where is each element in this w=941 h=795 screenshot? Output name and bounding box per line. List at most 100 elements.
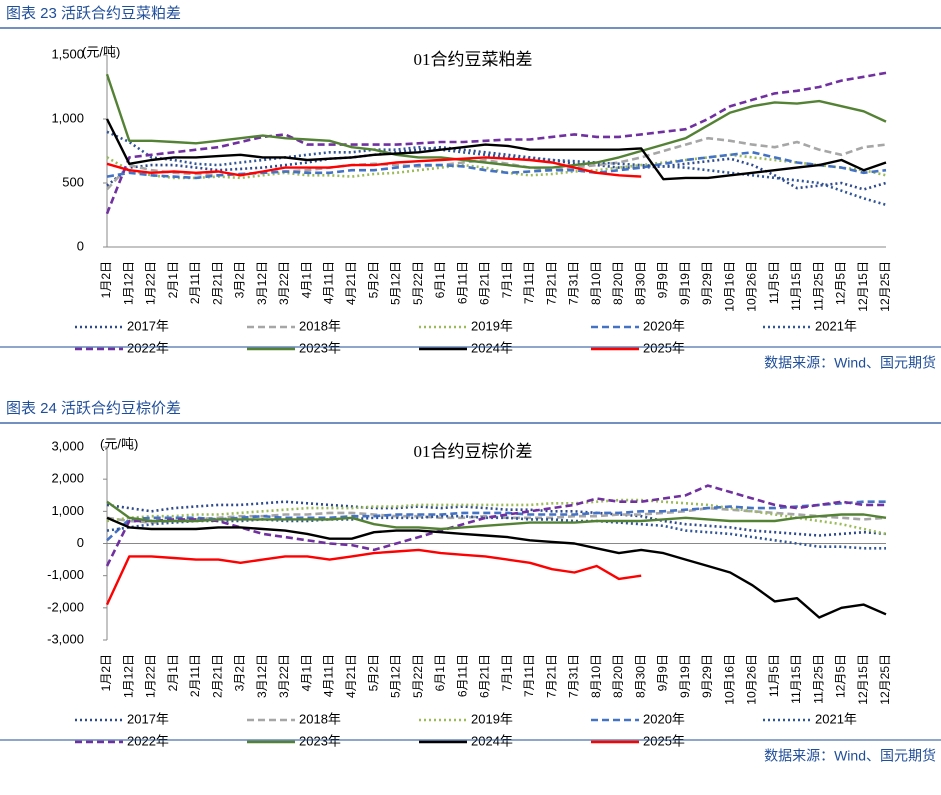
source: 数据来源：Wind、国元期货 [764,748,936,764]
x-tick-label: 1月2日 [99,654,113,691]
x-tick-label: 12月5日 [834,261,848,305]
legend-label: 2017年 [127,318,169,333]
x-tick-label: 3月12日 [255,261,269,305]
x-tick-label: 2月11日 [188,261,202,304]
x-tick-label: 9月29日 [700,654,714,698]
x-tick-label: 5月22日 [411,261,425,305]
x-tick-label: 9月9日 [656,654,670,691]
legend-label: 2025年 [643,340,685,355]
x-tick-label: 3月2日 [233,654,247,691]
legend-label: 2017年 [127,711,169,726]
x-tick-label: 6月1日 [433,654,447,691]
x-tick-label: 11月25日 [811,654,825,704]
x-tick-label: 5月12日 [389,261,403,305]
x-tick-label: 8月10日 [589,261,603,305]
x-tick-label: 11月15日 [789,261,803,311]
x-tick-label: 12月25日 [878,654,892,705]
y-tick-label: 500 [62,174,84,189]
series-line [106,498,887,536]
series-line [106,130,887,207]
x-tick-label: 6月11日 [455,261,469,304]
x-tick-label: 9月19日 [678,261,692,305]
x-tick-label: 2月1日 [166,261,180,298]
x-tick-label: 7月1日 [500,654,514,691]
chart-title: 01合约豆棕价差 [414,442,533,461]
x-tick-label: 2月21日 [210,654,224,698]
x-tick-label: 8月30日 [633,261,647,305]
legend-label: 2018年 [299,711,341,726]
legend-label: 2024年 [471,340,513,355]
x-tick-label: 10月16日 [722,261,736,312]
series-line [105,73,887,169]
series-line [106,156,642,178]
series-line [106,500,887,531]
legend-label: 2018年 [299,318,341,333]
x-tick-label: 3月12日 [255,654,269,698]
x-tick-label: 8月30日 [633,654,647,698]
x-tick-label: 8月20日 [611,261,625,305]
legend-label: 2020年 [643,318,685,333]
x-tick-label: 1月2日 [99,261,113,298]
x-tick-label: 12月5日 [834,654,848,698]
x-tick-label: 3月2日 [233,261,247,298]
x-tick-label: 7月1日 [500,261,514,298]
x-tick-label: 5月2日 [366,261,380,298]
y-tick-label: 1,000 [51,503,84,518]
legend-label: 2021年 [815,711,857,726]
x-tick-label: 9月9日 [656,261,670,298]
y-tick-label: 1,000 [51,110,84,125]
x-tick-label: 2月11日 [188,654,202,697]
figure-caption: 图表 24 活跃合约豆棕价差 [6,400,181,417]
x-tick-label: 6月21日 [478,654,492,698]
series-line [106,145,887,191]
x-tick-label: 12月25日 [878,261,892,312]
y-tick-label: 3,000 [51,438,84,453]
legend-label: 2021年 [815,318,857,333]
series-line [106,500,887,537]
x-tick-label: 2月21日 [210,261,224,305]
x-tick-label: 7月31日 [567,654,581,698]
x-tick-label: 5月22日 [411,654,425,698]
y-unit: (元/吨) [100,436,138,451]
x-tick-label: 2月1日 [166,654,180,691]
x-tick-label: 7月21日 [544,654,558,698]
x-tick-label: 1月22日 [144,654,158,698]
series-line [105,548,642,606]
y-unit: (元/吨) [82,44,120,59]
x-tick-label: 10月16日 [722,654,736,705]
y-tick-label: 0 [77,238,84,253]
x-tick-label: 7月11日 [522,654,536,697]
x-tick-label: 11月25日 [811,261,825,311]
x-tick-label: 4月1日 [299,654,313,691]
y-tick-label: 1,500 [51,46,84,61]
figure-caption: 图表 23 活跃合约豆菜粕差 [6,5,181,22]
x-tick-label: 9月19日 [678,654,692,698]
x-tick-label: 5月12日 [389,654,403,698]
x-tick-label: 3月22日 [277,261,291,305]
legend-label: 2023年 [299,733,341,748]
x-tick-label: 10月26日 [745,261,759,312]
series-line [105,71,887,215]
series-line [106,516,887,619]
x-tick-label: 5月2日 [366,654,380,691]
legend-label: 2023年 [299,340,341,355]
legend-label: 2019年 [471,711,513,726]
series-line [106,514,886,550]
x-tick-label: 6月21日 [478,261,492,305]
x-tick-label: 7月31日 [567,261,581,305]
y-tick-label: 2,000 [51,471,84,486]
series-line [106,136,887,191]
x-tick-label: 9月29日 [700,261,714,305]
x-tick-label: 4月21日 [344,261,358,305]
x-tick-label: 8月20日 [611,654,625,698]
x-tick-label: 8月10日 [589,654,603,698]
x-tick-label: 6月11日 [455,654,469,697]
x-tick-label: 4月1日 [299,261,313,298]
source: 数据来源：Wind、国元期货 [764,355,936,371]
legend-label: 2024年 [471,733,513,748]
x-tick-label: 12月15日 [856,261,870,312]
x-tick-label: 10月26日 [745,654,759,705]
y-tick-label: -2,000 [47,599,84,614]
series-line [106,500,886,542]
